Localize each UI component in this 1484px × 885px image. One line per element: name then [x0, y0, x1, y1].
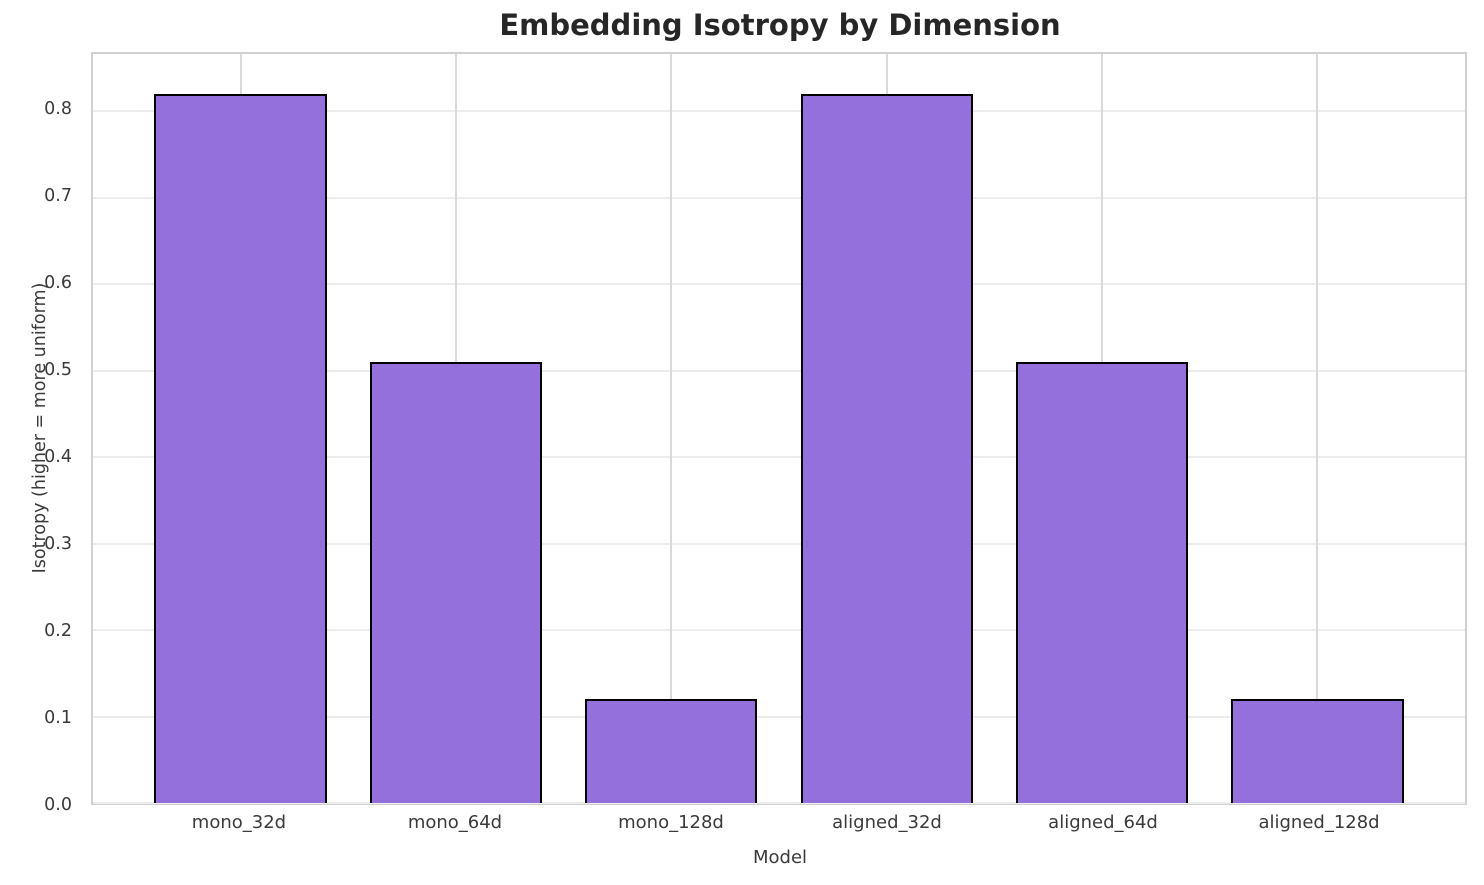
bar-mono_32d [154, 93, 327, 803]
y-tick-label: 0.2 [44, 621, 72, 642]
x-gridline [1316, 54, 1319, 803]
y-tick-label: 0.8 [44, 99, 72, 120]
bar-aligned_128d [1231, 699, 1404, 803]
chart-title: Embedding Isotropy by Dimension [499, 8, 1061, 42]
bar-mono_64d [369, 361, 543, 803]
y-gridline [93, 196, 1465, 199]
y-gridline [93, 110, 1465, 113]
y-tick-label: 0.1 [44, 708, 72, 729]
y-axis-tick-labels: 0.0 0.1 0.2 0.3 0.4 0.5 0.6 0.7 0.8 [0, 52, 80, 815]
x-tick-label: aligned_64d [1048, 812, 1158, 833]
y-gridline [93, 802, 1465, 804]
bar-aligned_64d [1015, 361, 1189, 803]
bar-aligned_32d [800, 93, 973, 803]
x-tick-label: mono_64d [407, 812, 503, 833]
bar-mono_128d [585, 699, 758, 803]
y-gridline [93, 715, 1465, 718]
plot-area [91, 52, 1467, 805]
y-tick-label: 0.0 [44, 795, 72, 815]
x-tick-label: aligned_128d [1258, 812, 1380, 833]
y-gridline [93, 283, 1465, 286]
y-tick-label: 0.4 [44, 447, 72, 468]
x-axis-tick-labels: mono_32d mono_64d mono_128d aligned_32d alig… [91, 812, 1467, 838]
x-tick-label: mono_128d [618, 812, 724, 833]
y-tick-label: 0.3 [44, 534, 72, 555]
y-gridline [93, 369, 1465, 372]
y-gridline [93, 456, 1465, 459]
y-tick-label: 0.6 [44, 273, 72, 294]
y-gridline [93, 542, 1465, 545]
x-tick-label: mono_32d [191, 812, 287, 833]
x-axis-label: Model [752, 847, 808, 868]
x-gridline [670, 54, 673, 803]
y-tick-label: 0.5 [44, 360, 72, 381]
x-tick-label: aligned_32d [832, 812, 942, 833]
y-tick-label: 0.7 [44, 186, 72, 207]
y-gridline [93, 629, 1465, 632]
